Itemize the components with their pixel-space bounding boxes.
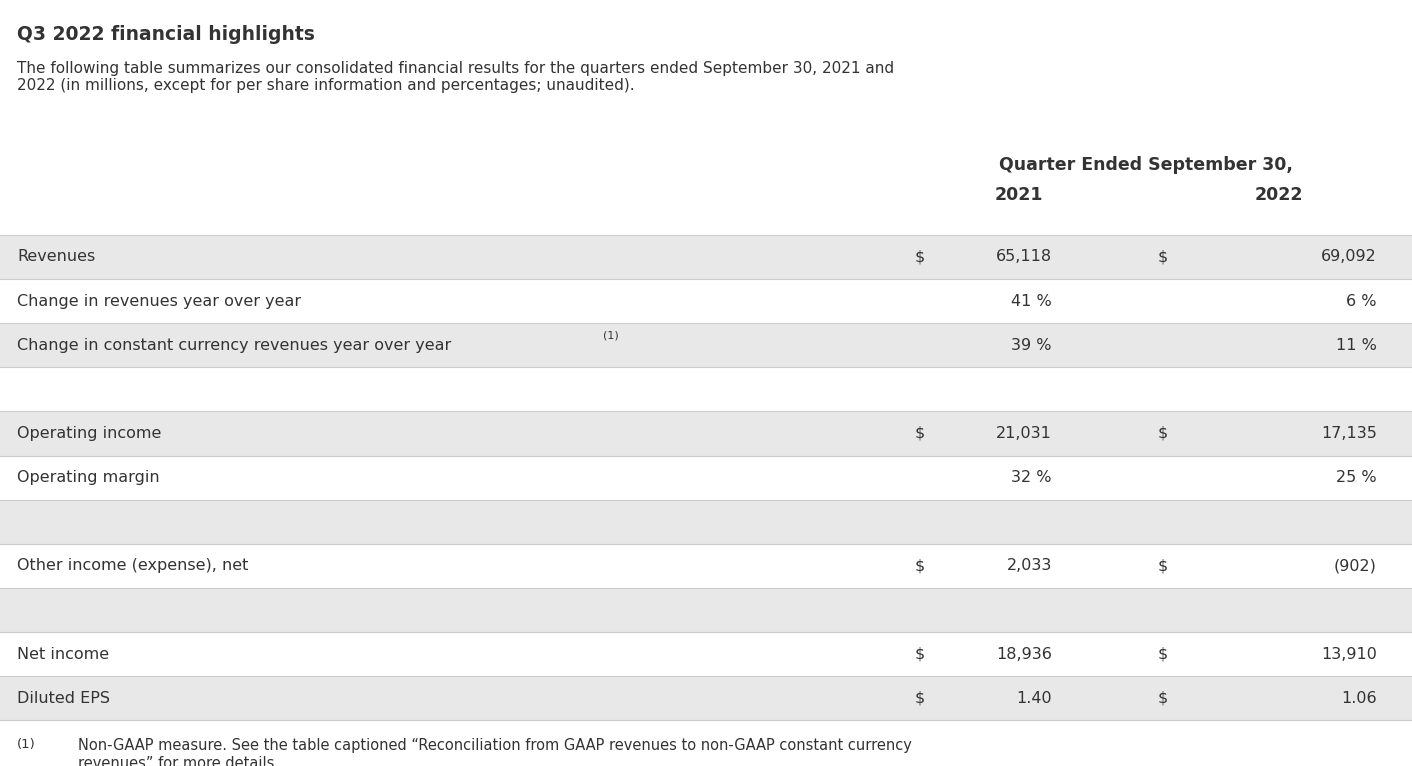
Text: $: $ — [1158, 647, 1168, 662]
Text: Quarter Ended September 30,: Quarter Ended September 30, — [998, 156, 1293, 175]
Text: 6 %: 6 % — [1346, 293, 1377, 309]
Text: Change in revenues year over year: Change in revenues year over year — [17, 293, 301, 309]
Text: $: $ — [915, 647, 925, 662]
Text: Revenues: Revenues — [17, 250, 95, 264]
Text: 39 %: 39 % — [1011, 338, 1052, 352]
Text: $: $ — [1158, 558, 1168, 574]
Text: The following table summarizes our consolidated financial results for the quarte: The following table summarizes our conso… — [17, 61, 894, 93]
Text: 18,936: 18,936 — [995, 647, 1052, 662]
Text: $: $ — [1158, 691, 1168, 705]
Text: 17,135: 17,135 — [1320, 426, 1377, 441]
Text: 2022: 2022 — [1254, 186, 1303, 205]
Bar — [0, 588, 1412, 632]
Text: 11 %: 11 % — [1336, 338, 1377, 352]
Text: 25 %: 25 % — [1336, 470, 1377, 485]
Text: (1): (1) — [603, 331, 618, 341]
Text: (902): (902) — [1334, 558, 1377, 574]
Text: $: $ — [915, 426, 925, 441]
Text: Net income: Net income — [17, 647, 109, 662]
Text: $: $ — [1158, 426, 1168, 441]
Text: Diluted EPS: Diluted EPS — [17, 691, 110, 705]
Bar — [0, 499, 1412, 544]
Bar — [0, 323, 1412, 367]
Bar — [0, 235, 1412, 279]
Text: $: $ — [915, 558, 925, 574]
Text: 65,118: 65,118 — [995, 250, 1052, 264]
Text: Change in constant currency revenues year over year: Change in constant currency revenues yea… — [17, 338, 452, 352]
Text: 1.06: 1.06 — [1341, 691, 1377, 705]
Text: $: $ — [915, 691, 925, 705]
Text: Q3 2022 financial highlights: Q3 2022 financial highlights — [17, 25, 315, 44]
Text: 69,092: 69,092 — [1322, 250, 1377, 264]
Text: Non-GAAP measure. See the table captioned “Reconciliation from GAAP revenues to : Non-GAAP measure. See the table captione… — [78, 738, 912, 766]
Text: 1.40: 1.40 — [1017, 691, 1052, 705]
Text: Operating income: Operating income — [17, 426, 161, 441]
Text: 32 %: 32 % — [1011, 470, 1052, 485]
Bar — [0, 676, 1412, 720]
Text: (1): (1) — [17, 738, 35, 751]
Bar — [0, 411, 1412, 456]
Text: 13,910: 13,910 — [1320, 647, 1377, 662]
Text: $: $ — [1158, 250, 1168, 264]
Text: $: $ — [915, 250, 925, 264]
Text: 41 %: 41 % — [1011, 293, 1052, 309]
Text: Operating margin: Operating margin — [17, 470, 160, 485]
Text: 2021: 2021 — [994, 186, 1043, 205]
Text: 21,031: 21,031 — [995, 426, 1052, 441]
Text: 2,033: 2,033 — [1007, 558, 1052, 574]
Text: Other income (expense), net: Other income (expense), net — [17, 558, 249, 574]
